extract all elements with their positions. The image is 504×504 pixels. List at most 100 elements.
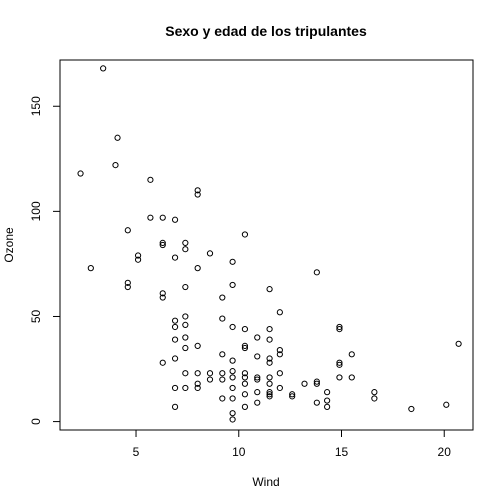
- data-point: [254, 376, 261, 383]
- data-point: [313, 269, 320, 276]
- data-point: [266, 380, 273, 387]
- data-point: [348, 374, 355, 381]
- data-point: [182, 321, 189, 328]
- data-point: [194, 187, 201, 194]
- x-axis: 5 10 15 20: [133, 429, 451, 459]
- data-point: [254, 374, 261, 381]
- data-point: [229, 258, 236, 265]
- y-axis: 0 50 100 150: [29, 96, 61, 425]
- data-point: [313, 399, 320, 406]
- data-point: [229, 357, 236, 364]
- data-point: [171, 355, 179, 362]
- data-point: [336, 323, 343, 331]
- data-point: [194, 342, 201, 350]
- data-point: [324, 403, 331, 410]
- data-point: [266, 393, 273, 400]
- data-point: [276, 370, 283, 377]
- data-point: [100, 65, 107, 72]
- data-point: [266, 336, 273, 343]
- data-point: [159, 239, 166, 246]
- data-point: [229, 368, 236, 375]
- data-point: [289, 391, 296, 398]
- data-point: [206, 370, 214, 377]
- data-point: [182, 344, 189, 352]
- data-point: [182, 313, 189, 320]
- data-point: [371, 389, 378, 396]
- data-point: [147, 214, 154, 221]
- data-point: [276, 347, 283, 354]
- data-point: [241, 403, 249, 410]
- data-point: [266, 389, 273, 396]
- data-point: [112, 162, 119, 169]
- data-point: [336, 374, 343, 381]
- data-point: [87, 265, 94, 272]
- data-point: [229, 323, 236, 331]
- y-tick-label: 100: [29, 201, 43, 221]
- data-point: [229, 410, 236, 417]
- data-point: [159, 241, 166, 249]
- data-point: [219, 351, 226, 358]
- data-point: [219, 294, 226, 301]
- y-tick-label: 0: [29, 418, 43, 425]
- data-point: [241, 325, 249, 333]
- data-point: [194, 265, 201, 272]
- data-point: [134, 256, 142, 263]
- data-point: [229, 384, 236, 392]
- data-point: [171, 403, 179, 410]
- x-axis-label: Wind: [252, 475, 279, 489]
- data-point: [301, 380, 308, 387]
- data-point: [408, 405, 415, 413]
- data-point: [194, 384, 201, 392]
- data-point: [182, 370, 189, 377]
- y-tick-label: 150: [29, 96, 43, 116]
- data-point: [219, 370, 226, 377]
- data-point: [171, 317, 179, 324]
- data-point: [171, 336, 179, 343]
- data-point: [114, 134, 121, 141]
- data-point: [171, 216, 179, 223]
- data-point: [229, 281, 236, 289]
- data-point: [182, 384, 189, 392]
- data-point: [266, 286, 273, 293]
- data-point: [194, 380, 201, 387]
- data-point: [241, 342, 249, 350]
- data-point: [336, 359, 343, 366]
- data-point: [266, 355, 273, 362]
- data-point: [159, 214, 166, 221]
- data-point: [254, 334, 261, 341]
- data-point: [159, 359, 166, 366]
- data-point: [455, 340, 462, 347]
- data-point: [159, 290, 166, 297]
- data-point: [182, 239, 189, 246]
- data-point: [206, 376, 214, 383]
- data-point: [159, 294, 166, 301]
- data-point: [206, 250, 214, 257]
- data-point: [229, 416, 236, 423]
- data-point: [219, 395, 226, 402]
- data-point: [241, 374, 249, 381]
- y-axis-label: Ozone: [2, 227, 16, 263]
- data-point: [324, 389, 331, 396]
- data-point: [266, 359, 273, 366]
- data-points: [77, 65, 462, 423]
- data-point: [241, 391, 249, 398]
- y-tick-label: 50: [29, 309, 43, 323]
- data-point: [194, 191, 201, 198]
- data-point: [241, 344, 249, 352]
- data-point: [124, 279, 131, 286]
- data-point: [443, 401, 450, 408]
- data-point: [241, 370, 249, 377]
- data-point: [371, 395, 378, 402]
- data-point: [324, 397, 331, 404]
- data-point: [171, 384, 179, 392]
- data-point: [219, 315, 226, 322]
- chart-title: Sexo y edad de los tripulantes: [165, 23, 367, 39]
- data-point: [276, 309, 283, 316]
- data-point: [147, 176, 154, 183]
- x-tick-label: 5: [133, 445, 140, 459]
- data-point: [229, 395, 236, 402]
- data-point: [229, 374, 236, 381]
- data-point: [336, 325, 343, 333]
- data-point: [134, 252, 142, 259]
- data-point: [219, 376, 226, 383]
